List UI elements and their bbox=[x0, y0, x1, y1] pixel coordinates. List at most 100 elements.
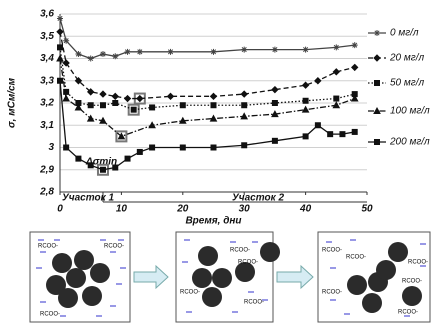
annotation: Δσmin bbox=[85, 157, 117, 168]
y-axis-label: σ, мСм/см bbox=[7, 77, 18, 128]
marker bbox=[124, 48, 131, 55]
ion-dashes bbox=[36, 239, 426, 317]
marker bbox=[136, 94, 144, 103]
ion-label: RCOO- bbox=[180, 290, 200, 296]
marker bbox=[87, 102, 94, 109]
marker bbox=[112, 53, 119, 60]
x-tick-label: 30 bbox=[239, 204, 251, 215]
marker bbox=[167, 48, 174, 55]
marker bbox=[149, 104, 156, 111]
marker bbox=[271, 137, 278, 144]
marker bbox=[112, 164, 119, 171]
ion-label: RCOO- bbox=[244, 300, 264, 306]
legend-label: 50 мг/л bbox=[390, 78, 424, 89]
y-tick-label: 2,8 bbox=[39, 187, 54, 198]
ion-label: RCOO- bbox=[40, 312, 60, 318]
marker bbox=[241, 46, 248, 53]
ion-label: RCOO- bbox=[402, 279, 422, 285]
marker bbox=[210, 102, 217, 109]
marker bbox=[86, 114, 95, 122]
marker bbox=[136, 148, 143, 155]
marker bbox=[99, 102, 106, 109]
marker bbox=[57, 15, 63, 22]
marker bbox=[241, 102, 248, 109]
marker bbox=[99, 90, 107, 98]
marker bbox=[57, 44, 63, 51]
marker bbox=[63, 144, 70, 151]
marker bbox=[75, 155, 82, 162]
y-tick-label: 3 bbox=[48, 142, 54, 153]
marker bbox=[327, 131, 334, 138]
marker bbox=[74, 77, 83, 85]
marker bbox=[62, 94, 70, 102]
y-tick-label: 3,2 bbox=[40, 98, 54, 109]
marker bbox=[63, 37, 70, 44]
marker bbox=[332, 101, 341, 109]
marker bbox=[271, 85, 279, 94]
marker bbox=[149, 144, 156, 151]
marker bbox=[62, 59, 70, 67]
marker bbox=[112, 100, 119, 106]
y-tick-label: 3,5 bbox=[40, 31, 54, 42]
marker bbox=[56, 54, 64, 62]
marker bbox=[240, 90, 248, 98]
x-tick-label: 20 bbox=[176, 204, 189, 215]
marker bbox=[210, 144, 217, 151]
marker bbox=[339, 131, 346, 138]
marker bbox=[99, 166, 106, 173]
legend-marker bbox=[374, 139, 380, 145]
series-line bbox=[59, 31, 355, 100]
x-tick-label: 10 bbox=[116, 204, 128, 215]
highlight-box bbox=[115, 130, 128, 143]
ion-label: RCOO- bbox=[346, 255, 366, 261]
series-line bbox=[59, 58, 355, 138]
marker bbox=[351, 42, 358, 49]
marker bbox=[117, 132, 126, 140]
marker bbox=[210, 48, 217, 55]
chart: 2,8 2,9 3 3,1 3,2 3,3 3,4 3,5 3,6 0 10 20 30 40 50 σ, м… bbox=[7, 9, 430, 227]
ion-label: RCOO- bbox=[322, 248, 342, 254]
marker bbox=[302, 97, 309, 104]
marker bbox=[241, 142, 248, 149]
marker bbox=[302, 133, 309, 140]
y-tick-label: 3,6 bbox=[40, 9, 54, 20]
marker bbox=[179, 144, 186, 151]
legend-label: 200 мг/л bbox=[389, 137, 430, 148]
marker bbox=[56, 28, 64, 36]
x-tick-label: 50 bbox=[361, 204, 373, 215]
legend-label: 0 мг/л bbox=[390, 28, 419, 39]
diagram: RCOO- RCOO- RCOO- RCOO- RCOO- RCOO- RCOO- RCOO-… bbox=[29, 231, 431, 323]
y-tick-label: 3,4 bbox=[40, 53, 54, 64]
annotation: Участок 1 bbox=[62, 193, 114, 204]
marker bbox=[124, 155, 131, 162]
marker bbox=[86, 88, 95, 96]
particles bbox=[46, 242, 422, 313]
marker bbox=[350, 94, 359, 102]
marker bbox=[209, 114, 218, 122]
ion-label: RCOO- bbox=[230, 248, 250, 254]
marker bbox=[136, 48, 143, 55]
marker bbox=[166, 92, 175, 101]
marker bbox=[333, 44, 340, 51]
y-tick-label: 3,3 bbox=[40, 75, 54, 86]
x-axis-label: Время, дни bbox=[185, 216, 241, 227]
marker bbox=[271, 110, 279, 118]
y-tick-label: 3,1 bbox=[40, 120, 54, 131]
marker bbox=[148, 121, 156, 129]
marker bbox=[74, 103, 83, 111]
arrow bbox=[133, 264, 169, 290]
marker bbox=[111, 92, 119, 101]
marker bbox=[179, 102, 186, 109]
series-line bbox=[59, 47, 355, 111]
marker bbox=[301, 81, 310, 89]
legend-marker bbox=[373, 54, 381, 62]
marker bbox=[332, 68, 341, 76]
ion-label: RCOO- bbox=[38, 244, 58, 250]
marker bbox=[314, 77, 322, 85]
legend-label: 20 мг/л bbox=[389, 53, 424, 64]
y-tick-label: 2,9 bbox=[39, 164, 54, 175]
marker bbox=[240, 112, 249, 120]
highlight-box bbox=[96, 163, 109, 176]
marker bbox=[130, 106, 137, 113]
arrow bbox=[276, 264, 314, 290]
